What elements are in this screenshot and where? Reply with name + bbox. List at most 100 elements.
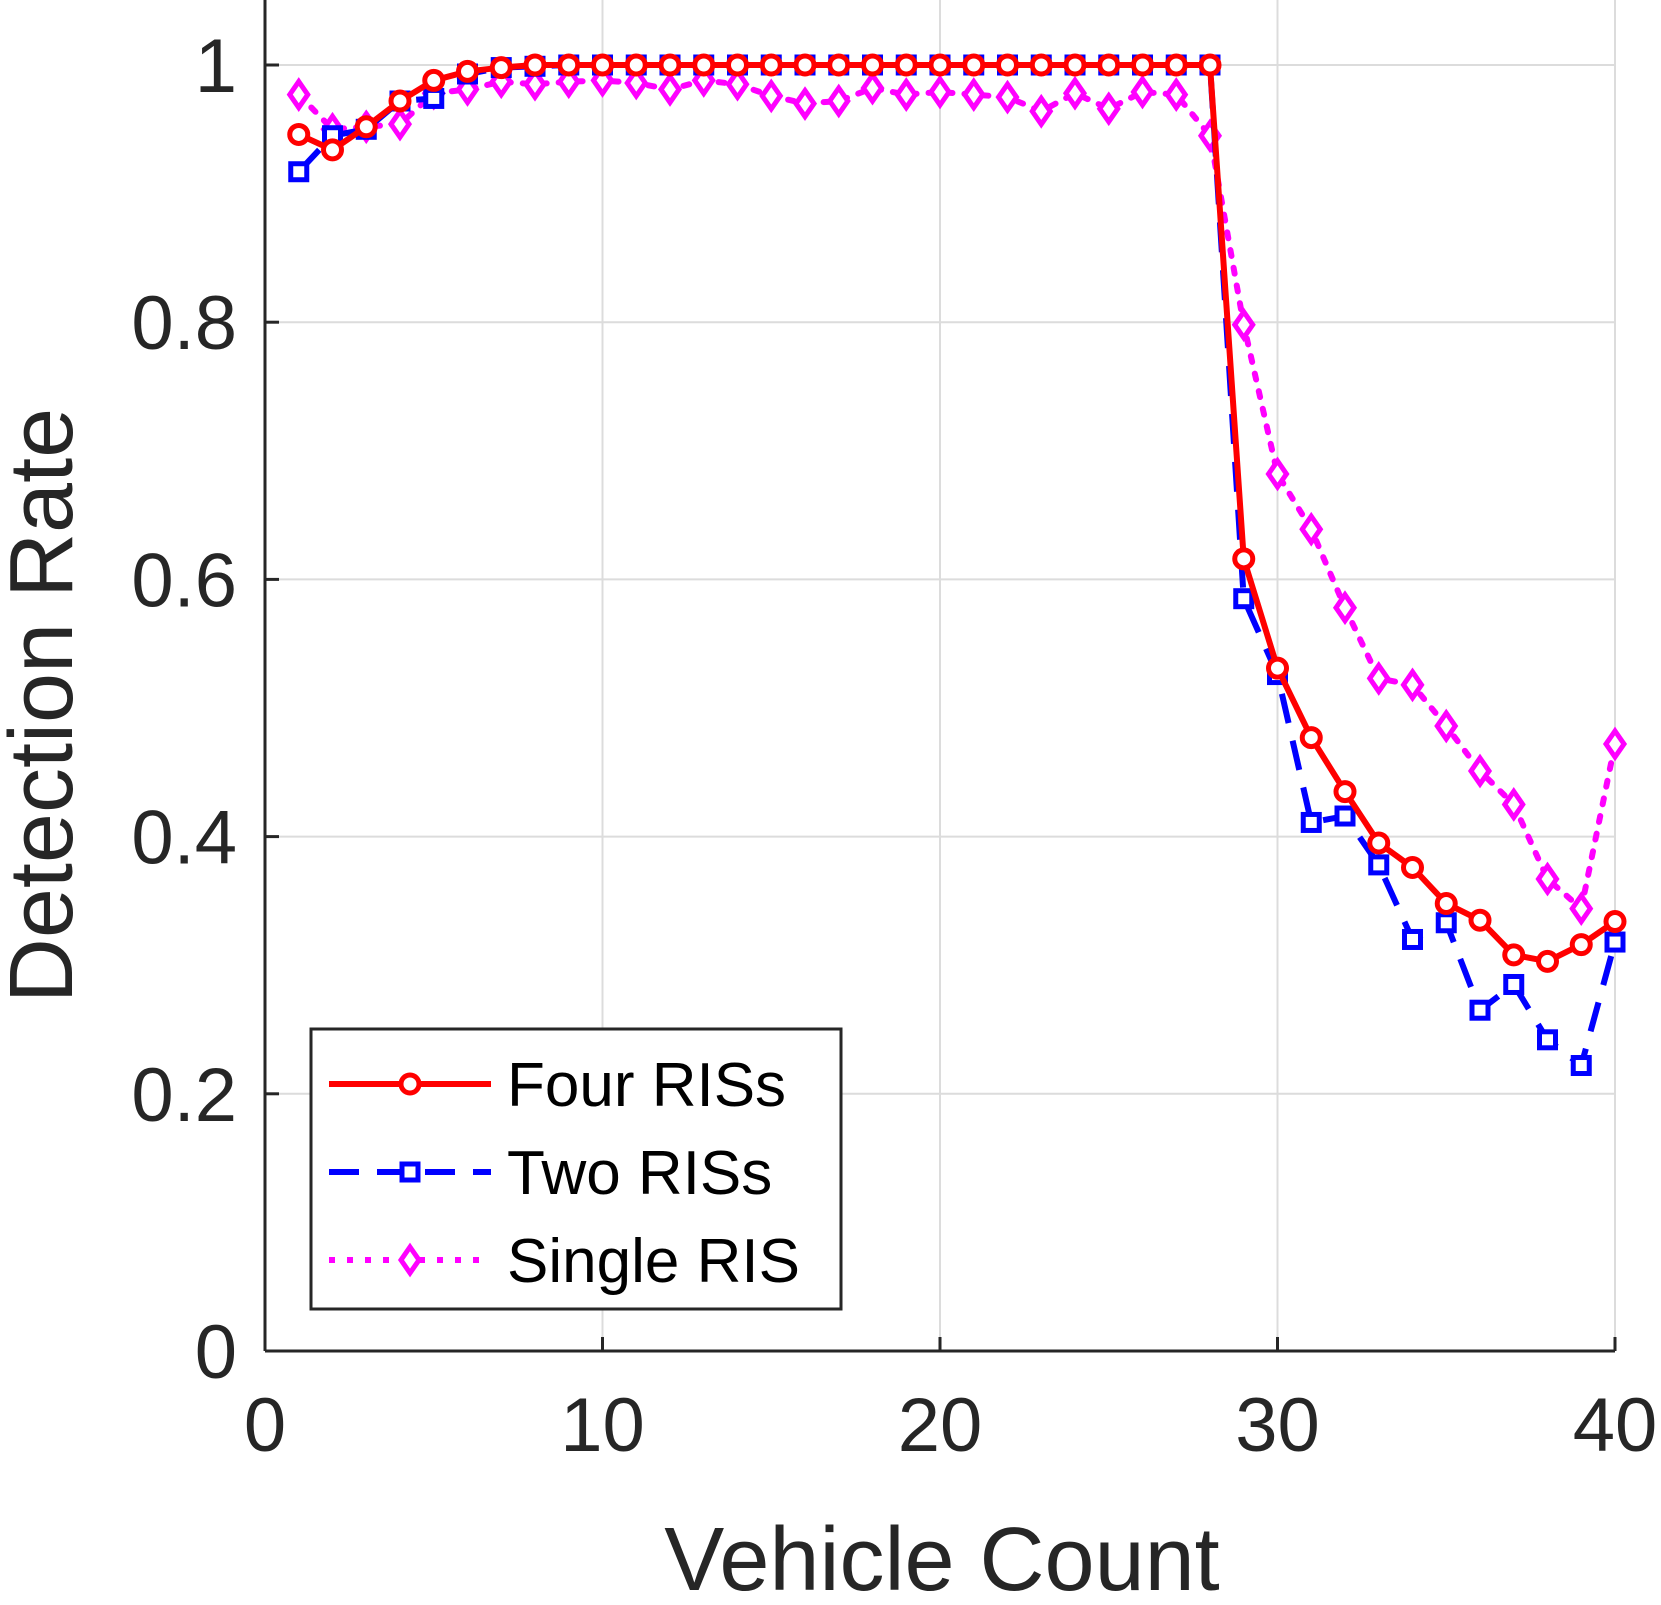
point-single-ris-33 [1366,661,1391,696]
point-single-ris-39 [1569,891,1594,927]
y-tick-label-3: 0.6 [131,538,237,623]
point-four-riss-1 [287,122,311,146]
point-four-riss-20 [928,53,952,77]
point-single-ris-37 [1501,787,1526,822]
point-single-ris-15 [759,78,784,114]
point-four-riss-22 [996,53,1019,77]
point-four-riss-21 [962,53,986,77]
point-four-riss-3 [354,115,378,139]
series-line-two-riss [296,62,1618,1069]
y-tick-label-0: 0 [195,1310,237,1395]
legend-entries: Four RISs Two RISs Single RIS [329,1051,800,1296]
legend-marker-two-riss [399,1161,421,1183]
point-single-ris-29 [1231,307,1256,343]
point-single-ris-30 [1265,456,1290,492]
x-tick-label-2: 20 [898,1383,983,1468]
point-four-riss-24 [1063,53,1087,77]
point-four-riss-2 [321,138,344,162]
point-single-ris-40 [1602,726,1628,762]
point-single-ris-21 [961,77,986,112]
point-single-ris-38 [1535,861,1560,897]
point-single-ris-34 [1400,667,1425,703]
legend-label-single-ris: Single RIS [507,1227,800,1296]
point-four-riss-10 [591,53,614,77]
point-four-riss-5 [422,68,446,92]
point-four-riss-23 [1029,53,1053,77]
legend-entry-two-riss: Two RISs [329,1139,772,1208]
y-tick-label-4: 0.8 [131,281,237,366]
point-single-ris-31 [1299,511,1324,547]
point-four-riss-30 [1266,656,1289,680]
point-single-ris-19 [894,77,919,112]
point-single-ris-23 [1029,93,1054,129]
point-four-riss-36 [1468,908,1492,932]
point-four-riss-9 [557,53,581,77]
point-four-riss-13 [692,53,716,77]
point-four-riss-40 [1603,909,1627,933]
point-four-riss-31 [1299,726,1323,750]
legend-label-four-riss: Four RISs [507,1051,786,1120]
point-single-ris-22 [995,79,1020,115]
point-two-riss-5 [423,87,445,109]
point-four-riss-11 [624,53,648,77]
point-single-ris-25 [1096,91,1121,127]
point-two-riss-35 [1435,912,1457,934]
point-four-riss-17 [827,53,851,77]
point-single-ris-24 [1062,75,1088,111]
point-two-riss-33 [1368,854,1390,876]
point-four-riss-34 [1401,855,1424,879]
y-axis-label: Detection Rate [0,408,92,1003]
point-two-riss-1 [288,161,310,183]
point-four-riss-39 [1569,933,1593,957]
point-two-riss-38 [1537,1029,1558,1051]
point-single-ris-20 [927,74,953,110]
series-two-riss [288,54,1626,1077]
y-tick-label-1: 0.2 [131,1053,237,1138]
series-line-four-riss [297,62,1617,965]
point-four-riss-18 [861,53,884,77]
legend-entry-four-riss: Four RISs [329,1051,786,1120]
point-four-riss-29 [1232,547,1256,571]
legend: Four RISs Two RISs Single RIS [309,1027,843,1311]
point-two-riss-29 [1233,588,1255,610]
x-tick-label-0: 0 [244,1383,286,1468]
point-four-riss-14 [726,53,749,77]
y-tick-label-5: 1 [195,24,237,109]
legend-marker-four-riss [398,1072,422,1096]
point-two-riss-31 [1300,811,1322,833]
point-four-riss-12 [658,53,682,77]
point-four-riss-37 [1502,943,1526,967]
point-four-riss-19 [894,53,918,77]
point-single-ris-32 [1332,590,1358,626]
y-tick-label-2: 0.4 [131,796,237,881]
point-single-ris-35 [1434,708,1459,744]
series-line-single-ris [295,77,1618,912]
point-four-riss-32 [1333,780,1357,804]
point-single-ris-11 [624,65,649,101]
x-tick-label-3: 30 [1235,1383,1320,1468]
legend-entry-single-ris: Single RIS [329,1227,800,1296]
point-four-riss-27 [1164,53,1188,77]
point-four-riss-6 [456,59,479,83]
point-four-riss-33 [1367,831,1391,855]
point-single-ris-36 [1467,753,1493,789]
point-single-ris-8 [522,66,548,102]
series [286,53,1628,1077]
point-four-riss-28 [1198,53,1222,77]
point-single-ris-18 [860,70,885,106]
point-single-ris-4 [387,106,413,142]
point-two-riss-32 [1334,805,1356,827]
point-single-ris-14 [725,66,750,102]
point-single-ris-26 [1130,74,1155,110]
point-two-riss-40 [1604,931,1626,953]
point-four-riss-7 [489,56,513,80]
series-four-riss [287,53,1627,973]
point-four-riss-25 [1097,53,1121,77]
point-four-riss-15 [759,53,783,77]
x-axis-label: Vehicle Count [664,1510,1219,1605]
point-four-riss-16 [793,53,817,77]
series-single-ris [286,63,1628,927]
point-single-ris-27 [1164,77,1189,112]
point-four-riss-26 [1131,53,1154,77]
